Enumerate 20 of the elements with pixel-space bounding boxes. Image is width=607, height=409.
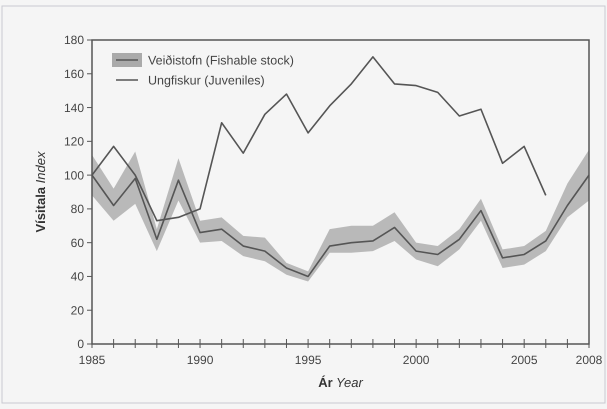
y-tick-label: 100: [64, 168, 84, 182]
y-tick-label: 0: [77, 337, 84, 352]
y-tick-label: 60: [70, 236, 84, 250]
y-tick-label: 20: [70, 303, 84, 318]
x-tick-label: 1985: [78, 353, 106, 367]
y-tick-label: 80: [70, 202, 84, 216]
x-axis-title: Ár Year: [318, 375, 364, 390]
legend-label: Ungfiskur (Juveniles): [148, 73, 265, 88]
y-tick-label: 160: [64, 66, 84, 81]
x-tick-label: 2000: [402, 353, 430, 367]
y-axis-title: Vísitala Index: [33, 151, 48, 232]
x-tick-label: 2005: [510, 353, 538, 367]
x-tick-label: 1995: [294, 353, 322, 367]
x-tick-label: 1990: [186, 353, 214, 367]
y-tick-label: 40: [70, 270, 84, 284]
y-tick-label: 180: [64, 33, 84, 48]
y-tick-label: 140: [64, 100, 84, 115]
legend-label: Veiðistofn (Fishable stock): [148, 53, 294, 68]
y-tick-label: 120: [64, 134, 84, 149]
x-tick-label: 2008: [576, 353, 603, 367]
